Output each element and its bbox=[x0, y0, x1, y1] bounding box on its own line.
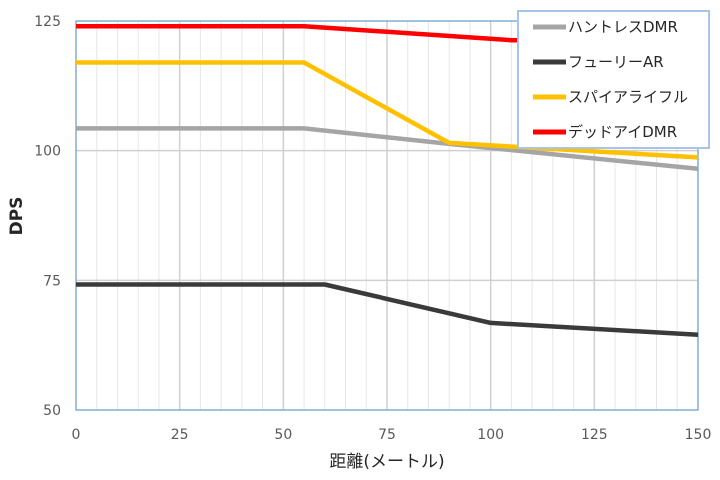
legend-label: フューリーAR bbox=[568, 53, 664, 71]
x-tick-label: 100 bbox=[477, 427, 504, 443]
x-tick-label: 0 bbox=[72, 427, 81, 443]
x-tick-label: 125 bbox=[581, 427, 608, 443]
series-line bbox=[76, 282, 699, 338]
legend-label: スパイアライフル bbox=[568, 88, 688, 106]
x-axis-title: 距離(メートル) bbox=[329, 452, 444, 472]
grid bbox=[75, 20, 699, 411]
x-tick-label: 75 bbox=[378, 427, 396, 443]
y-tick-label: 75 bbox=[43, 273, 61, 289]
series-line bbox=[76, 60, 699, 160]
legend-box bbox=[517, 10, 710, 149]
legend-label: デッドアイDMR bbox=[568, 123, 677, 141]
y-tick-label: 50 bbox=[43, 403, 61, 419]
legend-label: ハントレスDMR bbox=[568, 18, 678, 36]
x-tick-label: 50 bbox=[274, 427, 292, 443]
y-tick-label: 125 bbox=[34, 14, 61, 30]
series-line bbox=[76, 126, 699, 172]
x-tick-label: 25 bbox=[171, 427, 189, 443]
y-axis-title: DPS bbox=[7, 197, 27, 236]
y-tick-label: 100 bbox=[34, 144, 61, 160]
tick-labels: 0 25 50 75 100 125 150 50 75 100 125 bbox=[34, 14, 711, 443]
plot-area-border bbox=[75, 20, 699, 411]
x-tick-label: 150 bbox=[685, 427, 712, 443]
